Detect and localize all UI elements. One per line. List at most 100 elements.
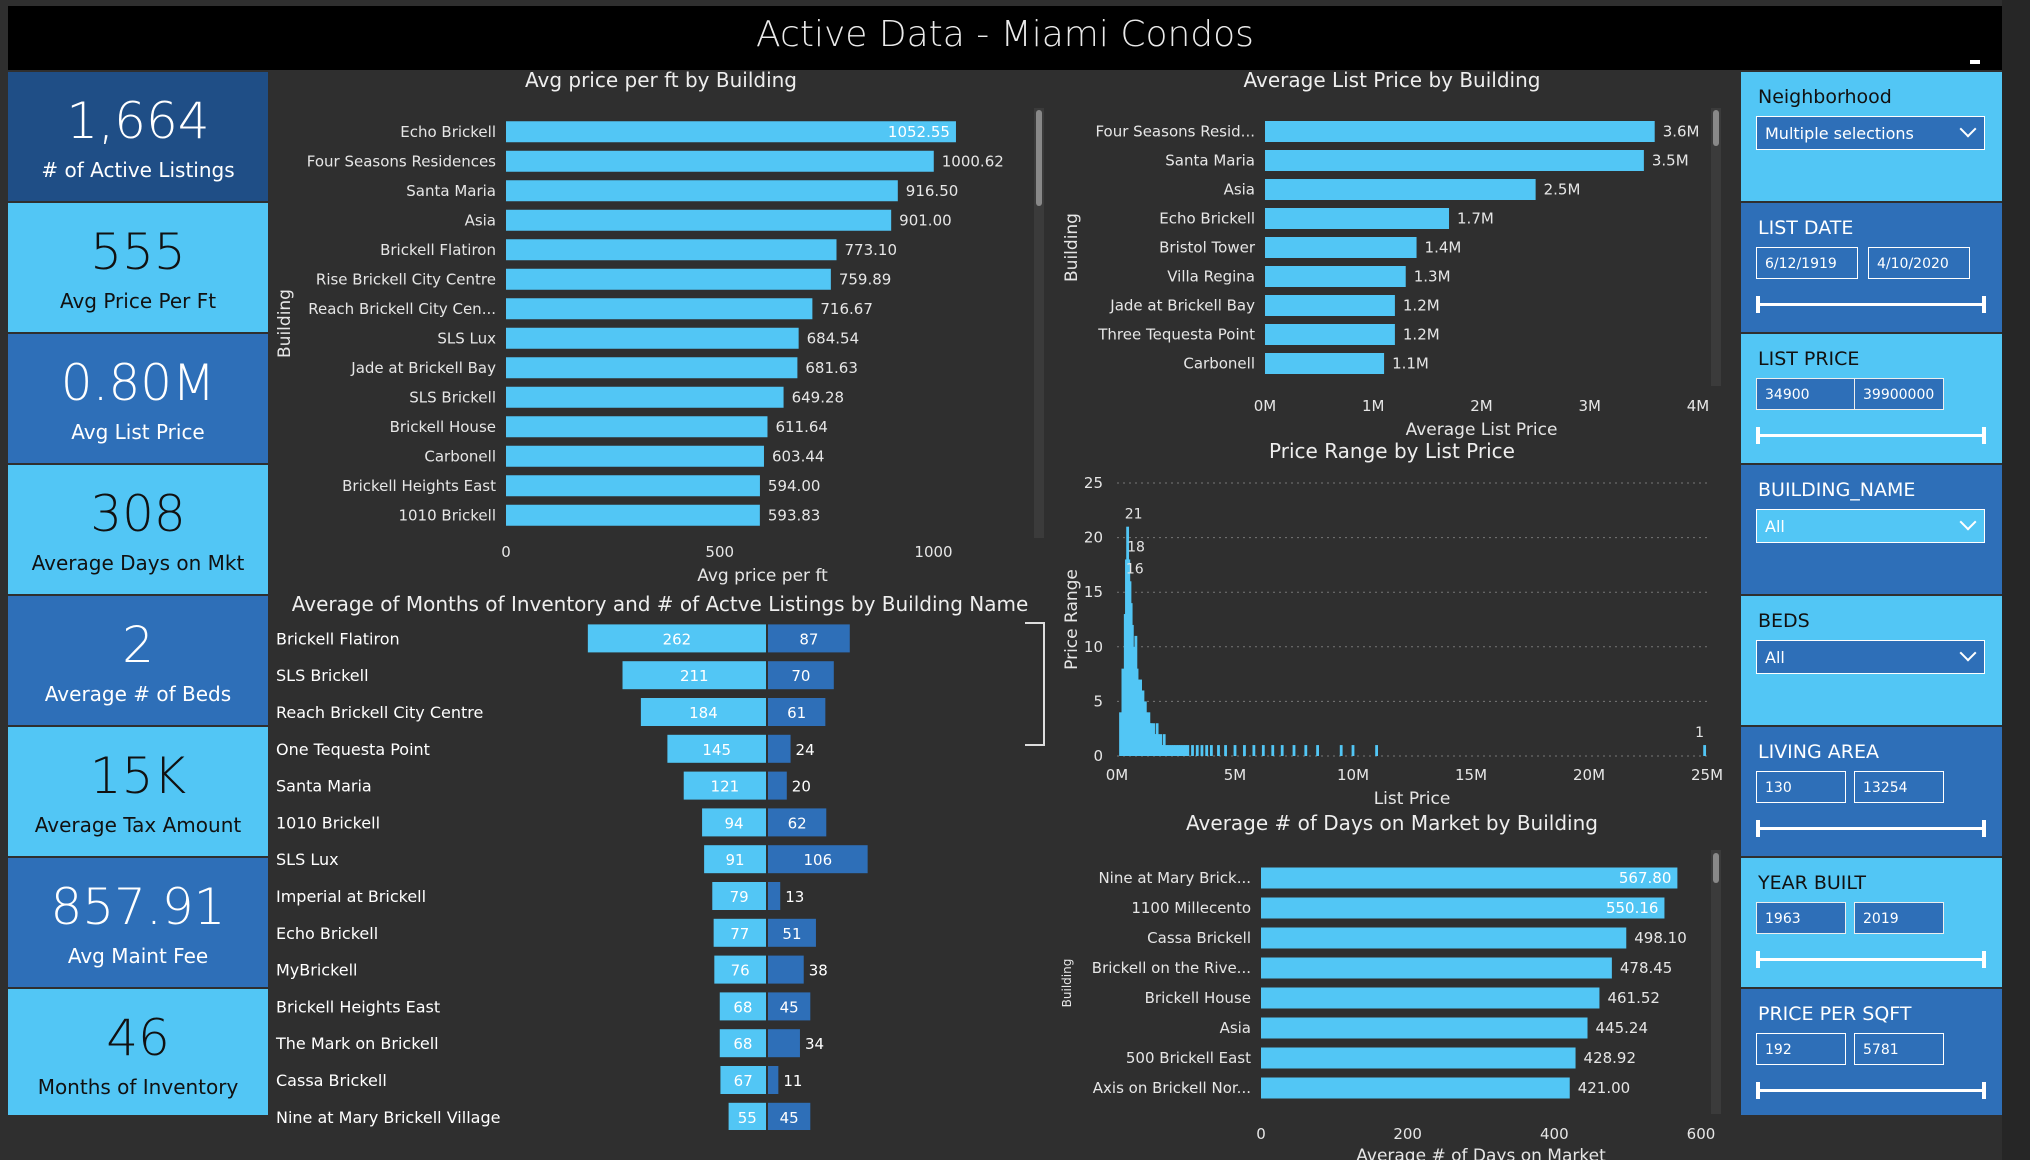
year-built-slider[interactable] (1756, 951, 1986, 968)
bar (506, 209, 892, 231)
histogram-bar (1304, 745, 1308, 756)
slider-handle-max[interactable] (1982, 820, 1986, 837)
bar-months-inventory (712, 882, 766, 910)
histogram-bar (1210, 745, 1213, 756)
histogram-bar (1121, 668, 1125, 756)
category-label: MyBrickell (276, 961, 358, 980)
slider-handle-min[interactable] (1756, 951, 1760, 968)
data-label: 51 (782, 925, 801, 943)
data-label: 87 (799, 630, 818, 648)
category-label: Brickell on the Rive... (1092, 959, 1251, 977)
kpi-card-months-inventory: 46 Months of Inventory (8, 989, 268, 1115)
list-price-max-input[interactable]: 39900000 (1854, 378, 1944, 410)
chart-avg-list-price: Four Seasons Resid... 3.6M Santa Maria 3.5M… (1062, 121, 1710, 440)
data-label: 3.5M (1652, 152, 1689, 170)
category-label: Santa Maria (1165, 152, 1255, 170)
y-tick-label: 5 (1093, 692, 1103, 710)
slider-handle-min[interactable] (1756, 427, 1760, 444)
year-built-min-input[interactable]: 1963 (1756, 902, 1846, 934)
bar-active-listings (768, 661, 834, 690)
neighborhood-dropdown[interactable]: Multiple selections (1756, 116, 1985, 150)
data-label: 901.00 (899, 211, 952, 229)
data-label: 1.2M (1403, 326, 1440, 344)
slider-handle-max[interactable] (1982, 951, 1986, 968)
category-label: Four Seasons Residences (307, 152, 496, 170)
x-tick-label: 5M (1224, 766, 1247, 784)
minimize-icon[interactable] (1970, 60, 1980, 64)
price-per-sqft-slider[interactable] (1756, 1082, 1986, 1099)
chart-scrollbar-track[interactable] (1711, 850, 1721, 1114)
slicer-neighborhood: Neighborhood Multiple selections (1741, 72, 2002, 201)
data-label: 773.10 (845, 241, 898, 259)
living-area-max-input[interactable]: 13254 (1854, 771, 1944, 803)
x-tick-label: 2M (1470, 397, 1493, 415)
slider-handle-max[interactable] (1982, 427, 1986, 444)
data-label: 1.2M (1403, 297, 1440, 315)
kpi-label: Avg Price Per Ft (59, 289, 217, 313)
slicer-label: Neighborhood (1758, 86, 1892, 108)
bar (506, 180, 898, 202)
living-area-min-input[interactable]: 130 (1756, 771, 1846, 803)
y-tick-label: 0 (1093, 747, 1103, 765)
category-label: Three Tequesta Point (1097, 326, 1255, 344)
chevron-down-icon (1959, 120, 1977, 138)
x-tick-label: 0 (501, 543, 511, 561)
list-price-slider[interactable] (1756, 427, 1986, 444)
data-label: 2.5M (1544, 181, 1581, 199)
bar (506, 445, 764, 467)
price-per-sqft-min-input[interactable]: 192 (1756, 1033, 1846, 1065)
year-built-max-input[interactable]: 2019 (1854, 902, 1944, 934)
slicer-beds: BEDS All (1741, 596, 2002, 725)
chart-scrollbar[interactable] (1713, 853, 1719, 883)
slider-handle-min[interactable] (1756, 1082, 1760, 1099)
bar (1261, 957, 1612, 979)
data-label: 70 (791, 667, 810, 685)
price-per-sqft-max-input[interactable]: 5781 (1854, 1033, 1944, 1065)
chart-title-avg-list-price: Average List Price by Building (1243, 68, 1541, 92)
slider-handle-max[interactable] (1982, 296, 1986, 313)
window-edge (2002, 0, 2030, 1160)
list-price-min-input[interactable]: 34900 (1756, 378, 1858, 410)
histogram-bar (1162, 734, 1166, 756)
category-label: Cassa Brickell (276, 1071, 387, 1090)
slider-handle-min[interactable] (1756, 296, 1760, 313)
bar (506, 475, 760, 497)
dropdown-value: Multiple selections (1765, 124, 1914, 143)
histogram-bar (1200, 745, 1204, 756)
list-date-slider[interactable] (1756, 296, 1986, 313)
chart-title-months-inventory: Average of Months of Inventory and # of … (291, 592, 1029, 616)
x-tick-label: 500 (705, 543, 734, 561)
data-label: 61 (787, 704, 806, 722)
beds-dropdown[interactable]: All (1756, 640, 1985, 674)
bar (1265, 266, 1406, 287)
bar (1261, 927, 1627, 949)
chart-scrollbar[interactable] (1036, 110, 1042, 206)
x-tick-label: 3M (1579, 397, 1602, 415)
kpi-card-avg-price-per-ft: 555 Avg Price Per Ft (8, 203, 268, 332)
x-axis-label: List Price (1374, 789, 1451, 809)
chart-scrollbar-bracket[interactable] (1025, 622, 1045, 746)
chevron-down-icon (1959, 644, 1977, 662)
bar-months-inventory (704, 845, 766, 874)
data-label: 20 (792, 778, 811, 796)
building-name-dropdown[interactable]: All (1756, 509, 1985, 543)
list-date-min-input[interactable]: 6/12/1919 (1756, 247, 1858, 279)
chart-scrollbar-track[interactable] (1034, 108, 1044, 538)
data-label: 94 (724, 814, 743, 832)
bar (506, 416, 768, 438)
chart-scrollbar-track[interactable] (1711, 108, 1721, 386)
x-tick-label: 1000 (914, 543, 952, 561)
kpi-value: 15K (89, 747, 187, 805)
data-label: 121 (711, 778, 740, 796)
living-area-slider[interactable] (1756, 820, 1986, 837)
data-label: 184 (689, 704, 718, 722)
list-date-max-input[interactable]: 4/10/2020 (1868, 247, 1970, 279)
bar-months-inventory (720, 1066, 766, 1094)
chart-scrollbar[interactable] (1713, 110, 1719, 146)
slider-handle-max[interactable] (1982, 1082, 1986, 1099)
x-tick-label: 4M (1687, 397, 1710, 415)
chart-months-inventory: Brickell Flatiron 262 87 SLS Brickell 211 70 R… (275, 624, 868, 1130)
category-label: Reach Brickell City Cen... (308, 300, 496, 318)
slider-handle-min[interactable] (1756, 820, 1760, 837)
